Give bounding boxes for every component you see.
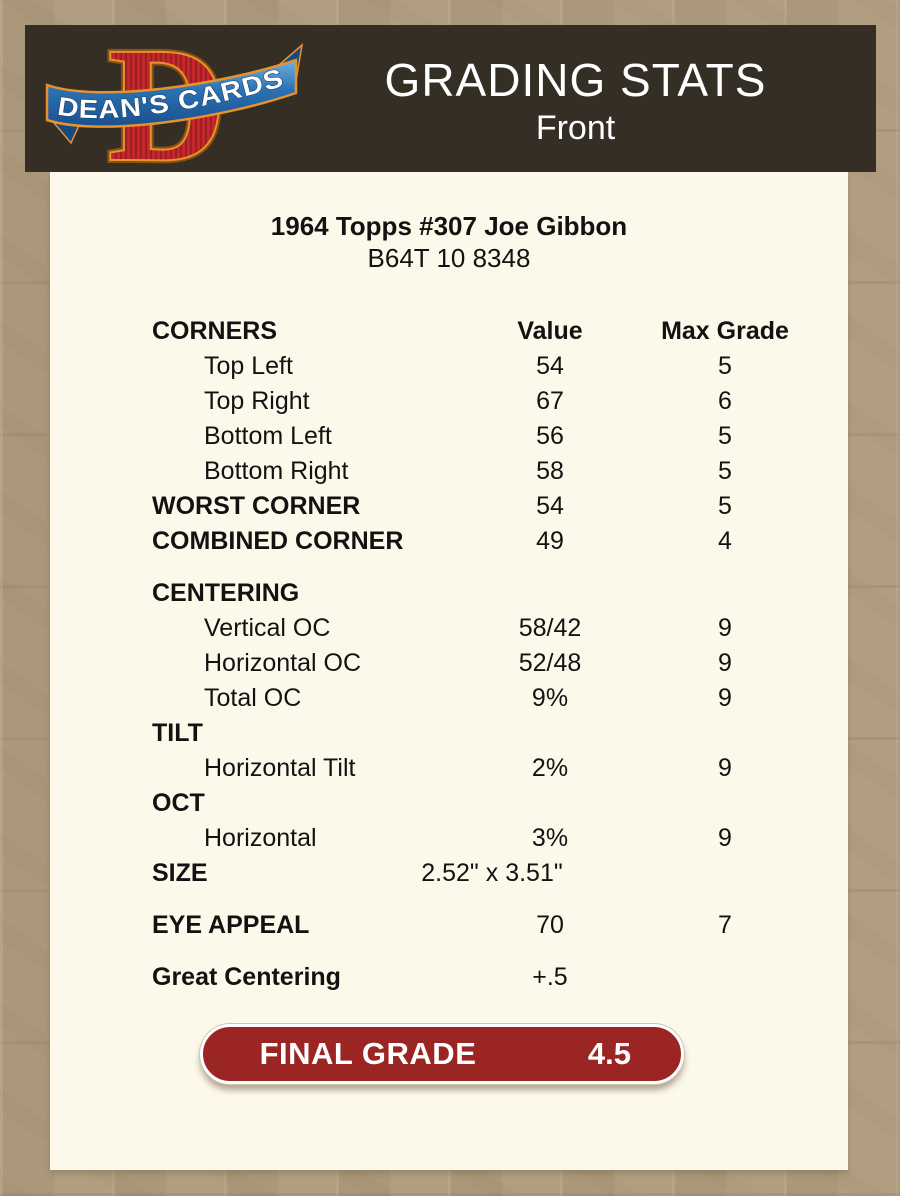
grading-stats-card: 1964 Topps #307 Joe Gibbon B64T 10 8348 … [50, 172, 848, 1170]
row-worst-corner: WORST CORNER 54 5 [152, 492, 732, 520]
row-size: SIZE 2.52" x 3.51" [152, 859, 563, 887]
row-oct-section: OCT [152, 789, 205, 817]
row-oct-horizontal: Horizontal 3% 9 [204, 824, 732, 852]
row-horizontal-oc: Horizontal OC 52/48 9 [204, 649, 732, 677]
page-subtitle-front: Front [535, 109, 616, 147]
row-horizontal-tilt: Horizontal Tilt 2% 9 [204, 754, 732, 782]
header-bar: D D DEAN'S CARDS GRADING STATS Front [25, 25, 876, 172]
column-header-max-grade: Max Grade [661, 317, 789, 345]
card-title: 1964 Topps #307 Joe Gibbon [270, 211, 628, 241]
section-header-corners: CORNERS [152, 317, 278, 345]
row-centering-section: CENTERING [152, 579, 300, 607]
section-spacer [152, 559, 810, 576]
row-top-right: Top Right 67 6 [204, 387, 732, 415]
row-combined-corner: COMBINED CORNER 49 4 [152, 527, 732, 555]
final-grade-button[interactable]: FINAL GRADE 4.5 [200, 1024, 684, 1084]
row-top-left: Top Left 54 5 [204, 352, 732, 380]
card-serial-number: B64T 10 8348 [367, 243, 531, 273]
row-great-centering: Great Centering +.5 [152, 963, 568, 991]
section-spacer [152, 891, 810, 908]
row-bottom-left: Bottom Left 56 5 [204, 422, 732, 450]
row-eye-appeal: EYE APPEAL 70 7 [152, 911, 732, 939]
row-vertical-oc: Vertical OC 58/42 9 [204, 614, 732, 642]
grading-stats-table: CORNERS Value Max Grade Top Left 54 5 To… [152, 314, 810, 995]
row-bottom-right: Bottom Right 58 5 [204, 457, 732, 485]
logo-ribbon [45, 58, 298, 128]
table-header-row: CORNERS Value Max Grade [152, 314, 810, 349]
section-spacer [152, 943, 810, 960]
column-header-value: Value [517, 317, 583, 345]
final-grade-label: FINAL GRADE [259, 1036, 477, 1071]
final-grade-value: 4.5 [587, 1036, 631, 1071]
row-tilt-section: TILT [152, 719, 203, 747]
page-title: GRADING STATS [384, 54, 767, 106]
row-total-oc: Total OC 9% 9 [204, 684, 732, 712]
deans-cards-logo-icon: D D DEAN'S CARDS [45, 33, 303, 165]
